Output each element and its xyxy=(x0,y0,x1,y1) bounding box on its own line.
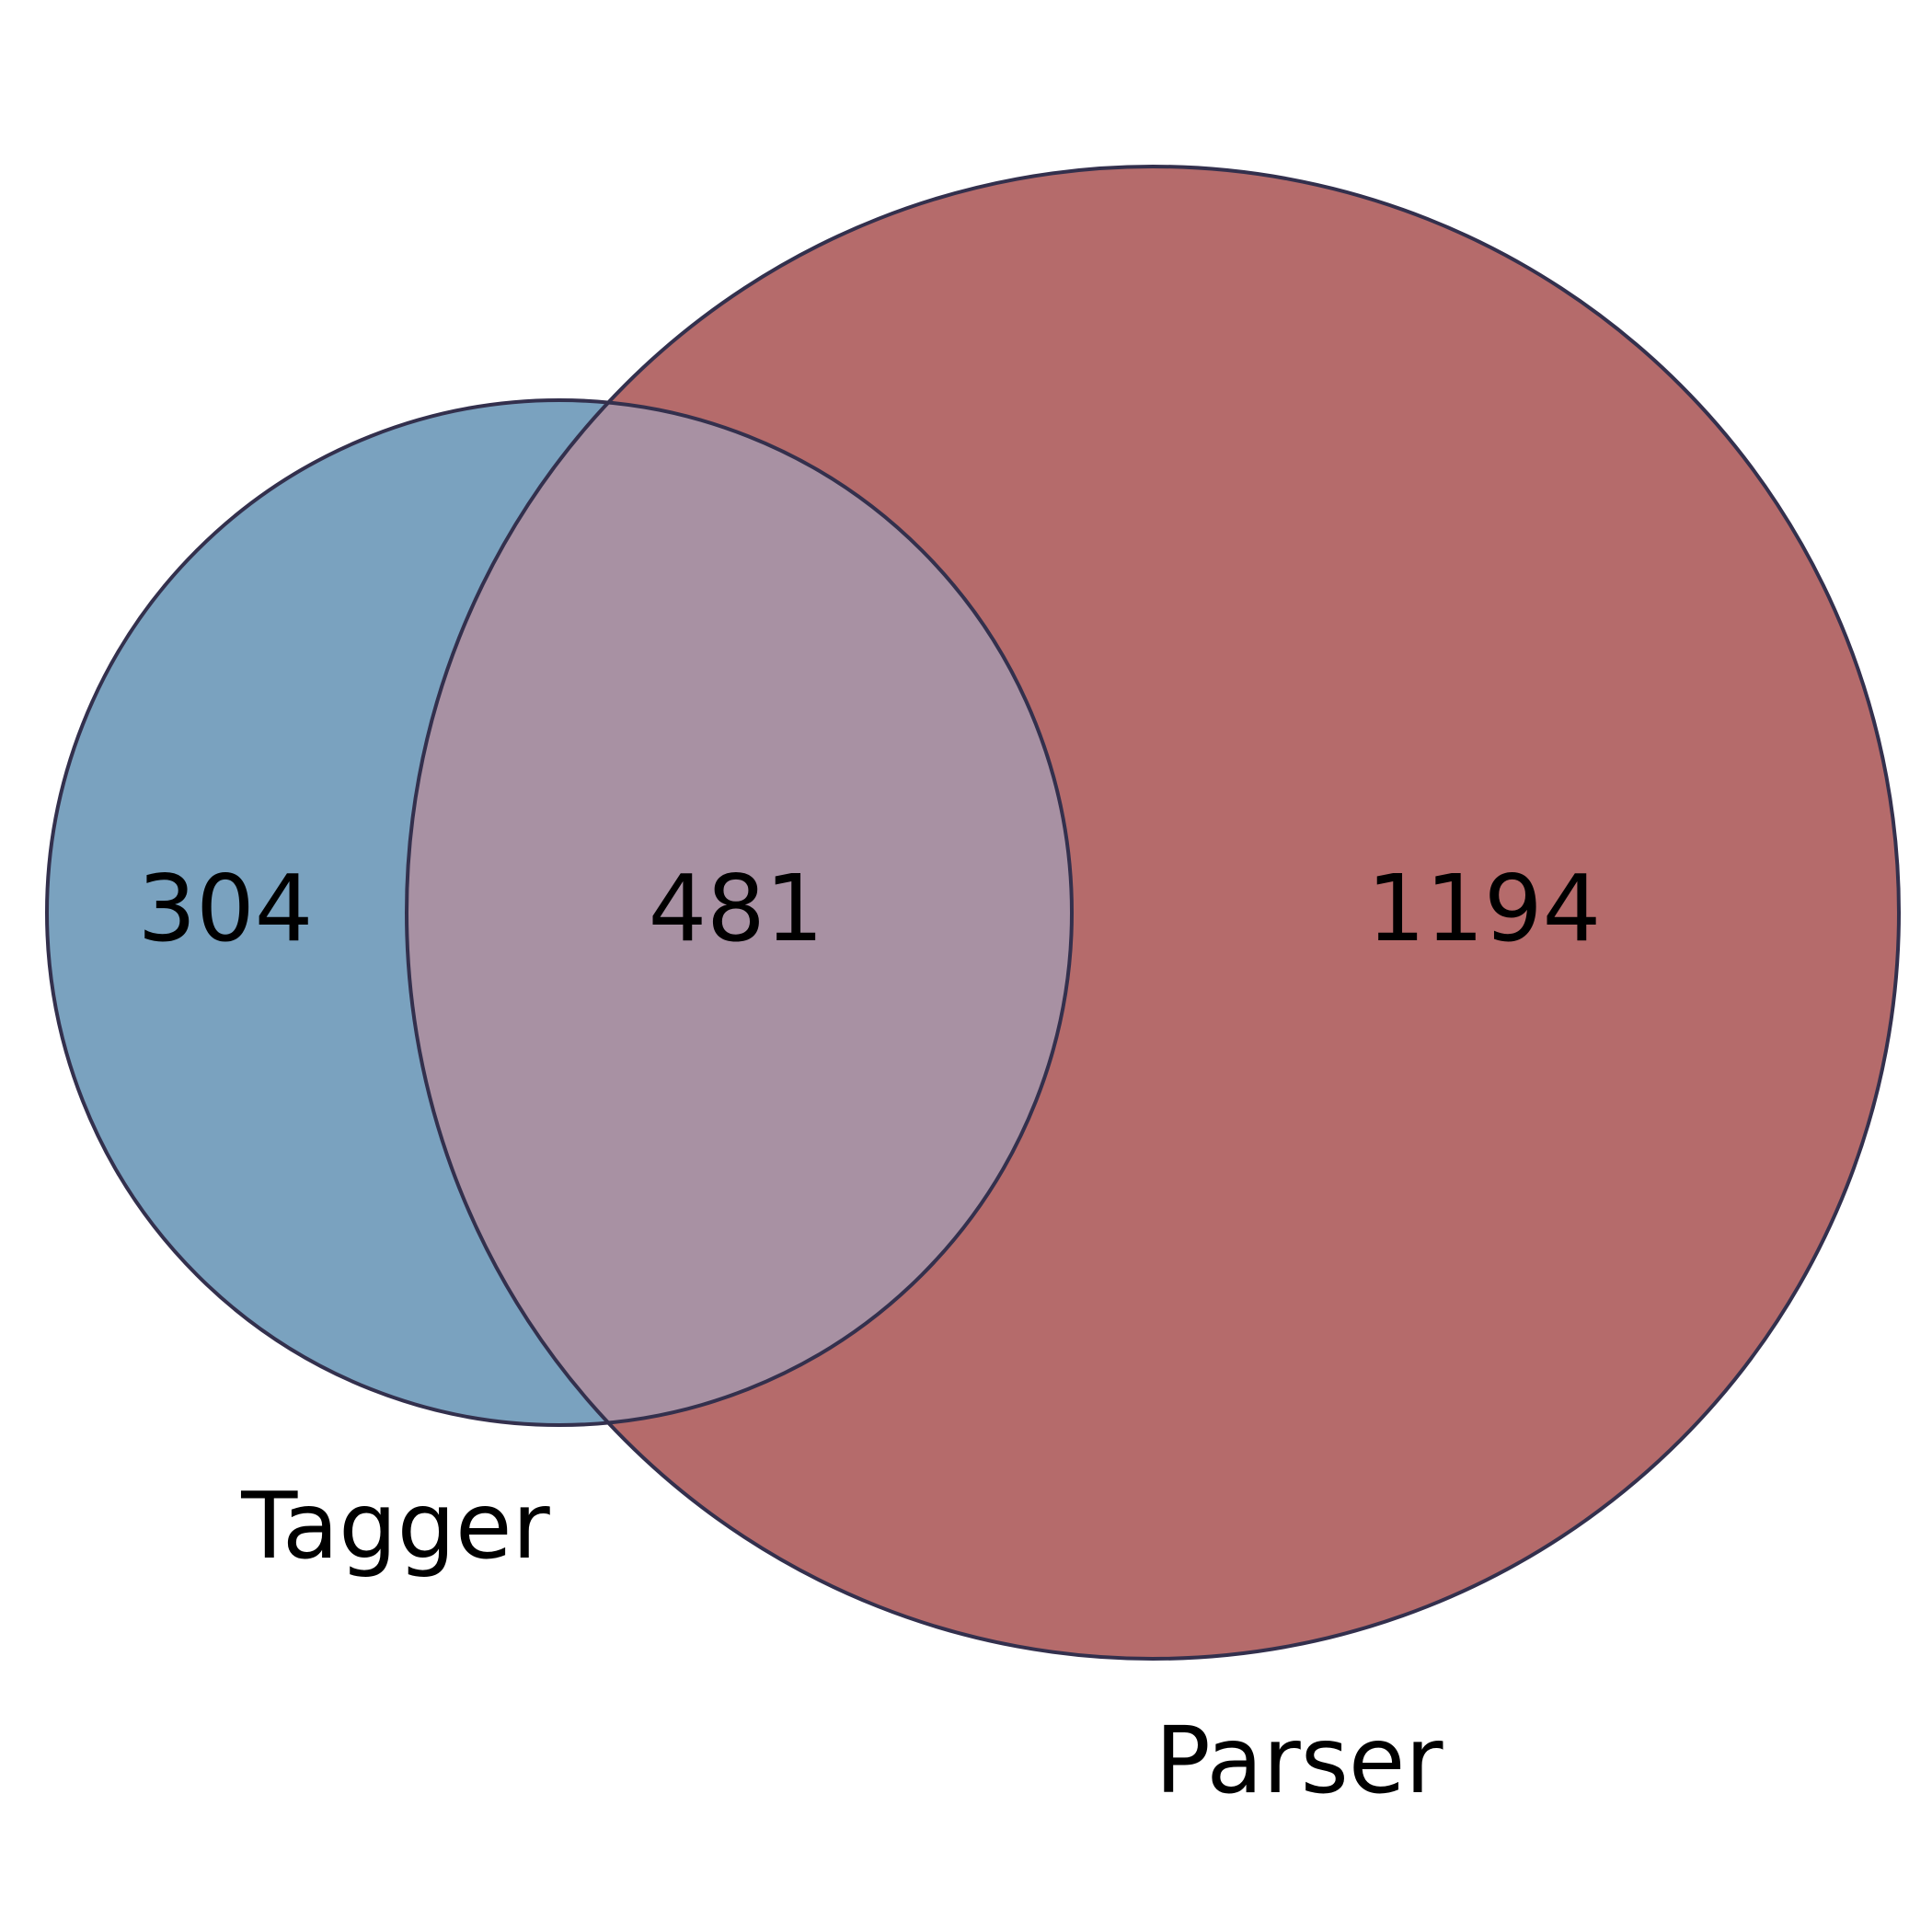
tagger-only-count: 304 xyxy=(138,855,314,962)
intersection-region xyxy=(407,400,1072,1425)
tagger-outline xyxy=(45,398,1074,1427)
parser-outline xyxy=(405,165,1901,1661)
intersection-count: 481 xyxy=(649,855,824,962)
tagger-set-label: Tagger xyxy=(240,1472,550,1580)
parser-set-label: Parser xyxy=(1156,1707,1444,1814)
parser-only-count: 1194 xyxy=(1367,855,1602,962)
